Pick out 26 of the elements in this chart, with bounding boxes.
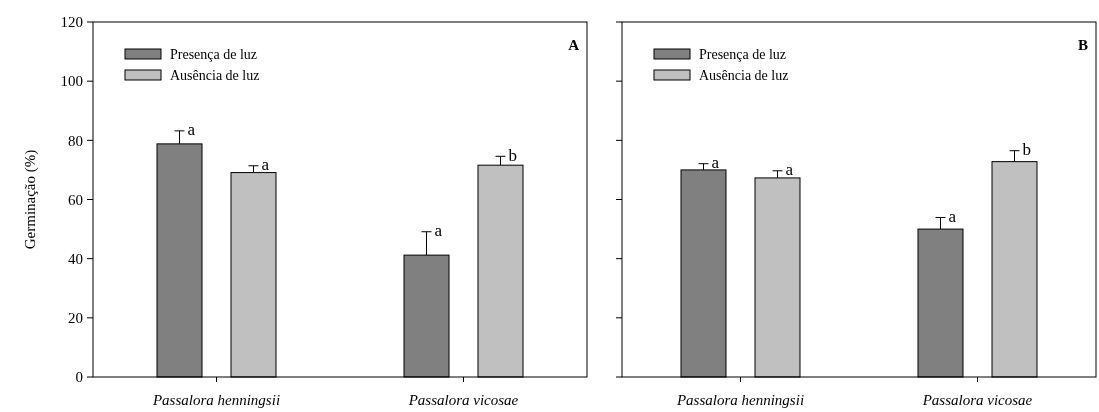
annotation: b — [1022, 139, 1031, 159]
legend-label: Presença de luz — [170, 46, 258, 62]
y-tick-label: 80 — [68, 132, 83, 149]
y-tick-label: 60 — [68, 191, 83, 208]
annotation: a — [261, 155, 270, 175]
text: B — [1077, 37, 1088, 53]
x-tick-label: Passalora henningsii — [151, 392, 281, 408]
y-tick-label: 100 — [60, 73, 83, 90]
y-tick-label: 0 — [75, 369, 83, 386]
legend-label: Presença de luz — [699, 46, 787, 62]
legend-label: Ausência de luz — [699, 67, 789, 83]
annotation: a — [187, 120, 196, 140]
x-tick-label: Passalora henningsii — [675, 392, 805, 408]
annotation: a — [434, 221, 443, 240]
annotation: a — [948, 206, 957, 226]
text: A — [568, 37, 580, 53]
annotation: b — [508, 145, 517, 165]
annotation: a — [711, 152, 720, 172]
x-tick-label: Passalora vicosae — [921, 392, 1033, 408]
y-axis-title: Germinação (%) — [22, 149, 39, 250]
annotation: a — [785, 160, 794, 180]
x-tick-label: Passalora vicosae — [407, 392, 519, 408]
y-tick-label: 40 — [68, 250, 83, 267]
legend-label: Ausência de luz — [170, 67, 260, 83]
y-tick-label: 120 — [60, 14, 83, 31]
y-tick-label: 20 — [68, 310, 83, 327]
